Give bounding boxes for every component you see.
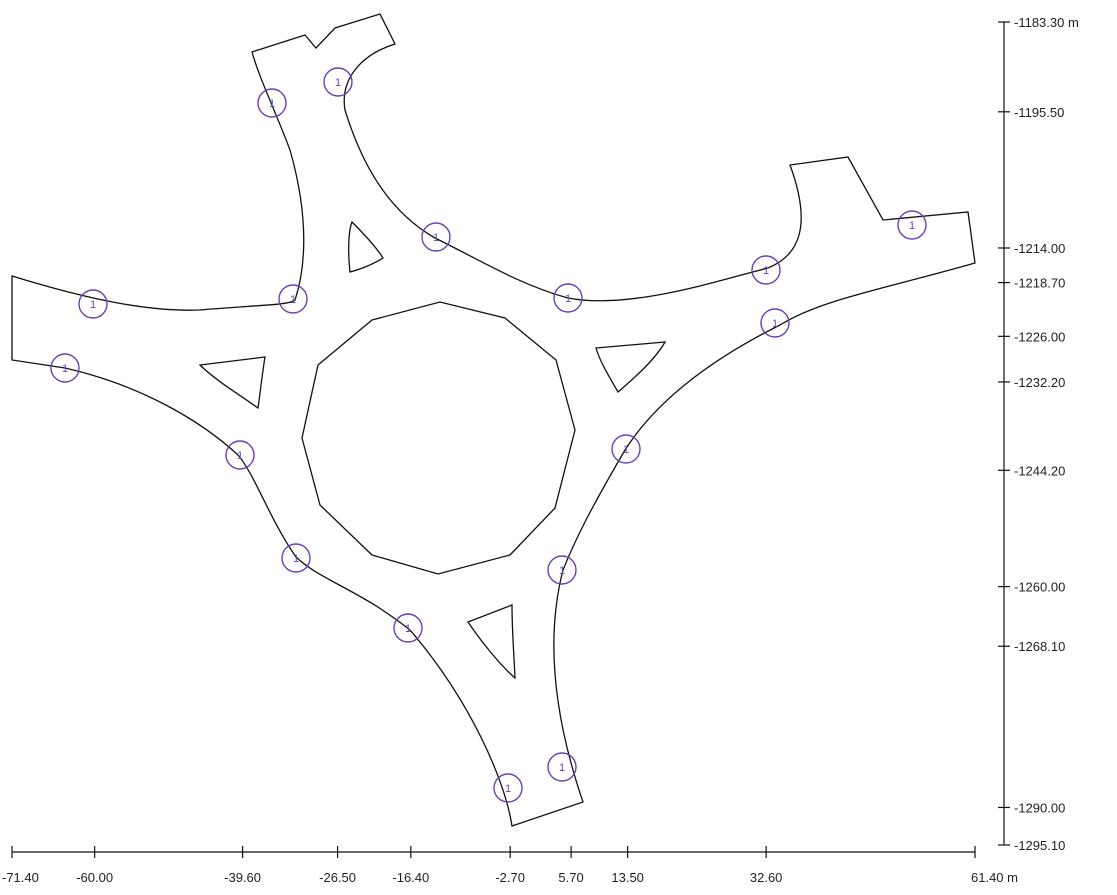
marker-16: 1 xyxy=(493,773,523,803)
central-island xyxy=(301,301,576,575)
marker-label: 1 xyxy=(62,363,68,375)
marker-10: 1 xyxy=(225,440,255,470)
marker-circle xyxy=(323,67,353,97)
marker-label: 1 xyxy=(909,220,915,232)
y-tick-label-3: -1218.70 xyxy=(1014,276,1065,291)
marker-label: 1 xyxy=(335,77,341,89)
markers: 1 1 1 1 1 1 1 1 1 1 1 1 1 1 1 1 1 xyxy=(50,67,927,803)
marker-label: 1 xyxy=(559,762,565,774)
marker-circle xyxy=(611,434,641,464)
y-tick-label-0: -1183.30 m xyxy=(1014,15,1079,30)
marker-7: 1 xyxy=(278,284,308,314)
y-tick-label-9: -1290.00 xyxy=(1014,800,1065,815)
y-tick-label-7: -1260.00 xyxy=(1014,580,1065,595)
marker-label: 1 xyxy=(559,565,565,577)
marker-circle xyxy=(547,752,577,782)
marker-circle xyxy=(393,613,423,643)
marker-circle xyxy=(760,308,790,338)
x-tick-label-9: 61.40 m xyxy=(971,870,1018,885)
marker-11: 1 xyxy=(611,434,641,464)
marker-0: 1 xyxy=(257,88,287,118)
marker-circle xyxy=(897,210,927,240)
splitter-island-east xyxy=(595,341,667,394)
marker-label: 1 xyxy=(405,623,411,635)
y-tick-label-1: -1195.50 xyxy=(1014,105,1064,120)
marker-2: 1 xyxy=(421,222,451,252)
x-tick-label-0: -71.40 xyxy=(2,870,39,885)
marker-3: 1 xyxy=(553,283,583,313)
x-tick-label-2: -39.60 xyxy=(224,870,261,885)
y-tick-label-4: -1226.00 xyxy=(1014,329,1065,344)
marker-circle xyxy=(553,283,583,313)
marker-15: 1 xyxy=(547,752,577,782)
marker-circle xyxy=(493,773,523,803)
marker-1: 1 xyxy=(323,67,353,97)
marker-9: 1 xyxy=(760,308,790,338)
marker-label: 1 xyxy=(237,450,243,462)
y-axis: -1183.30 m -1195.50 -1214.00 -1218.70 -1226.… xyxy=(998,15,1079,853)
splitter-island-north xyxy=(348,220,384,273)
marker-12: 1 xyxy=(281,543,311,573)
marker-8: 1 xyxy=(50,353,80,383)
splitter-island-west xyxy=(198,356,266,410)
x-tick-label-7: 13.50 xyxy=(611,870,644,885)
marker-label: 1 xyxy=(90,299,96,311)
x-tick-label-1: -60.00 xyxy=(76,870,113,885)
x-tick-label-4: -16.40 xyxy=(392,870,429,885)
marker-circle xyxy=(257,88,287,118)
marker-circle xyxy=(281,543,311,573)
marker-circle xyxy=(421,222,451,252)
marker-4: 1 xyxy=(751,255,781,285)
marker-label: 1 xyxy=(505,783,511,795)
marker-label: 1 xyxy=(269,98,275,110)
marker-6: 1 xyxy=(78,289,108,319)
x-tick-label-8: 32.60 xyxy=(750,870,783,885)
marker-14: 1 xyxy=(393,613,423,643)
x-tick-label-3: -26.50 xyxy=(319,870,356,885)
y-tick-label-2: -1214.00 xyxy=(1014,241,1065,256)
marker-13: 1 xyxy=(547,555,577,585)
marker-circle xyxy=(225,440,255,470)
x-tick-label-6: 5.70 xyxy=(558,870,583,885)
x-tick-label-5: -2.70 xyxy=(495,870,525,885)
marker-label: 1 xyxy=(433,232,439,244)
marker-label: 1 xyxy=(772,318,778,330)
marker-circle xyxy=(547,555,577,585)
road-outer-boundary xyxy=(11,13,976,827)
marker-label: 1 xyxy=(293,553,299,565)
y-tick-label-5: -1232.20 xyxy=(1014,375,1065,390)
y-tick-label-8: -1268.10 xyxy=(1014,639,1065,654)
y-tick-label-10: -1295.10 xyxy=(1014,838,1065,853)
y-tick-label-6: -1244.20 xyxy=(1014,463,1065,478)
marker-circle xyxy=(50,353,80,383)
marker-circle xyxy=(278,284,308,314)
marker-label: 1 xyxy=(290,294,296,306)
marker-circle xyxy=(751,255,781,285)
splitter-island-south xyxy=(467,604,516,680)
marker-5: 1 xyxy=(897,210,927,240)
marker-label: 1 xyxy=(565,293,571,305)
marker-circle xyxy=(78,289,108,319)
marker-label: 1 xyxy=(623,444,629,456)
marker-label: 1 xyxy=(763,265,769,277)
x-axis: -71.40 -60.00 -39.60 -26.50 -16.40 -2.70 5.70 1… xyxy=(2,846,1018,885)
